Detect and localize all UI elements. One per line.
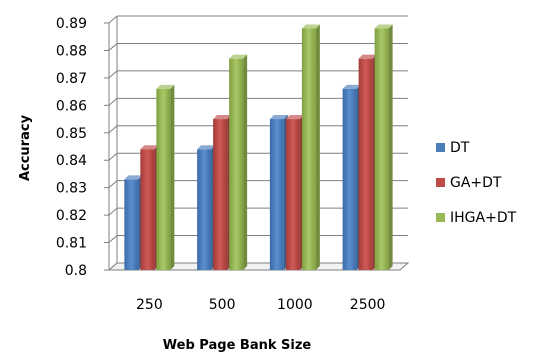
legend-label: GA+DT xyxy=(450,175,502,191)
bar xyxy=(156,84,175,270)
bar xyxy=(374,24,393,270)
y-tick-label: 0.83 xyxy=(56,181,87,197)
legend-swatch xyxy=(436,143,445,152)
bar xyxy=(213,115,232,270)
legend-item: DT xyxy=(436,140,470,156)
bar xyxy=(358,54,377,270)
bar xyxy=(124,175,143,270)
bar xyxy=(229,54,248,270)
bar xyxy=(269,115,288,270)
x-tick-label: 1000 xyxy=(277,297,313,313)
side-gridline xyxy=(108,70,118,79)
side-gridline xyxy=(108,125,118,134)
legend: DT GA+DT IHGA+DT xyxy=(436,140,517,226)
legend-label: IHGA+DT xyxy=(450,210,517,226)
x-tick-label: 2500 xyxy=(350,297,386,313)
y-tick-label: 0.85 xyxy=(56,126,87,142)
y-tick-label: 0.89 xyxy=(56,16,87,32)
bar xyxy=(301,24,320,270)
y-tick-label: 0.84 xyxy=(56,153,87,169)
y-tick-label: 0.8 xyxy=(65,263,87,279)
side-gridline xyxy=(108,152,118,161)
bars xyxy=(124,24,393,270)
x-tick-label: 500 xyxy=(209,297,236,313)
side-gridline xyxy=(108,97,118,106)
back-wall xyxy=(117,16,408,263)
bar xyxy=(285,115,304,270)
legend-label: DT xyxy=(450,140,470,156)
y-tick-label: 0.88 xyxy=(56,43,87,59)
bar xyxy=(197,145,216,270)
side-gridline xyxy=(108,43,118,51)
x-axis-title: Web Page Bank Size xyxy=(163,338,312,353)
side-gridline xyxy=(108,235,118,243)
legend-item: GA+DT xyxy=(436,175,502,191)
legend-item: IHGA+DT xyxy=(436,210,517,226)
y-tick-label: 0.87 xyxy=(56,71,87,87)
side-gridline xyxy=(108,15,118,24)
bar xyxy=(140,145,159,270)
y-tick-label: 0.86 xyxy=(56,98,87,114)
y-axis-title: Accuracy xyxy=(18,114,33,181)
y-tick-label: 0.82 xyxy=(56,208,87,224)
x-tick-label: 250 xyxy=(136,297,163,313)
tick-labels: 0.8 0.81 0.82 0.83 0.84 0.85 0.86 0.87 0.88 0.89 2… xyxy=(56,16,386,313)
axes xyxy=(104,16,410,271)
legend-swatch xyxy=(436,213,445,222)
legend-swatch xyxy=(436,178,445,187)
side-gridline xyxy=(108,207,118,216)
side-gridline xyxy=(108,180,118,189)
bar xyxy=(342,84,361,270)
y-tick-label: 0.81 xyxy=(56,236,87,252)
